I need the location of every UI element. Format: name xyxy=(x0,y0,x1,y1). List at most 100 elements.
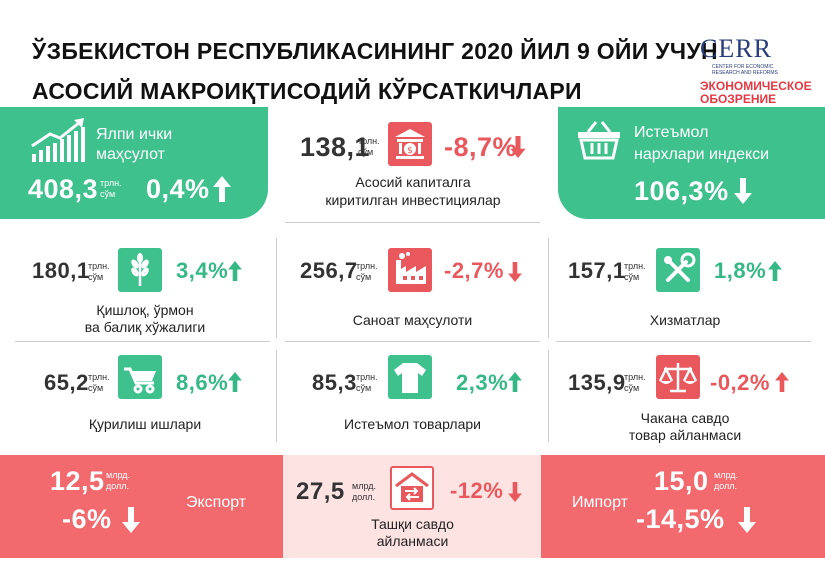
wheelbarrow-icon xyxy=(118,355,162,399)
trade-label2: айланмаси xyxy=(376,533,449,549)
investment-change: -8,7% xyxy=(444,132,518,162)
trade-value: 27,5 xyxy=(296,478,345,505)
logo-name: CERR xyxy=(700,34,772,63)
agriculture-label2: ва балиқ хўжалиги xyxy=(84,319,206,335)
construction-unit1: трлн. xyxy=(88,372,110,382)
cpi-label1: Истеъмол xyxy=(634,124,709,141)
industry-unit1: трлн. xyxy=(356,261,378,271)
import-label: Импорт xyxy=(572,494,628,511)
retail-unit2: сўм xyxy=(624,383,640,393)
gdp-unit1: трлн. xyxy=(100,178,122,188)
divider xyxy=(556,341,811,342)
investment-label2: киритилган инвестициялар xyxy=(325,192,501,208)
retail-label2: товар айланмаси xyxy=(628,427,742,443)
divider xyxy=(276,350,277,442)
trade-unit2: долл. xyxy=(352,492,376,502)
arrow-up-icon xyxy=(768,261,782,281)
export-change: -6% xyxy=(62,504,112,534)
import-unit2: долл. xyxy=(714,481,738,491)
export-label: Экспорт xyxy=(186,494,247,511)
import-unit1: млрд. xyxy=(714,470,738,480)
bank-icon: $ xyxy=(388,122,432,166)
trade-unit1: млрд. xyxy=(352,481,376,491)
logo-eo1: ЭКОНОМИЧЕСКОЕ xyxy=(700,79,812,93)
agriculture-change: 3,4% xyxy=(176,258,229,283)
consumer-goods-value: 85,3 xyxy=(312,370,357,395)
arrow-up-icon xyxy=(228,261,242,281)
svg-text:$: $ xyxy=(407,146,413,156)
gdp-label1: Ялпи ички xyxy=(96,126,173,143)
import-value: 15,0 xyxy=(654,466,709,496)
agriculture-unit1: трлн. xyxy=(88,261,110,271)
arrow-down-icon xyxy=(122,507,140,533)
cerr-logo: CERR CENTER FOR ECONOMIC RESEARCH AND RE… xyxy=(700,34,812,106)
divider xyxy=(276,238,277,338)
construction-value: 65,2 xyxy=(44,370,89,395)
trade-change: -12% xyxy=(450,478,504,503)
export-unit1: млрд. xyxy=(106,470,130,480)
industry-unit2: сўм xyxy=(356,272,372,282)
retail-value: 135,9 xyxy=(568,370,626,395)
construction-label1: Қурилиш ишлари xyxy=(88,416,202,432)
basket-icon xyxy=(578,121,620,160)
services-unit1: трлн. xyxy=(624,261,646,271)
arrow-down-icon xyxy=(738,507,756,533)
investment-unit1: трлн. xyxy=(358,136,380,146)
agriculture-value: 180,1 xyxy=(32,258,90,283)
agriculture-unit2: сўм xyxy=(88,272,104,282)
cpi-label2: нархлари индекси xyxy=(634,146,770,163)
scales-icon xyxy=(656,355,700,399)
growth-chart-icon xyxy=(31,118,85,162)
logo-sub2: RESEARCH AND REFORMS xyxy=(712,70,778,76)
retail-label1: Чакана савдо xyxy=(640,410,730,426)
gdp-value: 408,3 xyxy=(28,174,99,204)
agriculture-label1: Қишлоқ, ўрмон xyxy=(96,302,194,318)
industry-value: 256,7 xyxy=(300,258,358,283)
divider xyxy=(548,238,549,338)
consumer-goods-unit2: сўм xyxy=(356,383,372,393)
export-value: 12,5 xyxy=(50,466,105,496)
construction-unit2: сўм xyxy=(88,383,104,393)
investment-unit2: сўм xyxy=(358,147,374,157)
industry-change: -2,7% xyxy=(444,258,504,283)
tools-icon xyxy=(656,248,700,292)
cpi-value: 106,3% xyxy=(634,176,729,206)
consumer-goods-unit1: трлн. xyxy=(356,372,378,382)
cpi-panel xyxy=(558,107,825,219)
services-label1: Хизматлар xyxy=(649,312,721,328)
arrow-down-icon xyxy=(734,178,752,204)
consumer-goods-label1: Истеъмол товарлари xyxy=(344,416,481,432)
import-change: -14,5% xyxy=(636,504,725,534)
arrow-down-icon xyxy=(510,136,526,158)
logo-sub1: CENTER FOR ECONOMIC xyxy=(712,64,774,70)
construction-change: 8,6% xyxy=(176,370,229,395)
wheat-icon xyxy=(118,248,162,292)
factory-icon xyxy=(388,248,432,292)
retail-change: -0,2% xyxy=(710,370,770,395)
retail-unit1: трлн. xyxy=(624,372,646,382)
divider xyxy=(285,222,540,223)
industry-label1: Саноат маҳсулоти xyxy=(352,312,473,328)
logo-eo2: ОБОЗРЕНИЕ xyxy=(700,92,777,106)
arrow-down-icon xyxy=(508,482,522,502)
gdp-change: 0,4% xyxy=(146,174,210,204)
services-value: 157,1 xyxy=(568,258,626,283)
export-unit2: долл. xyxy=(106,481,130,491)
investment-value: 138,1 xyxy=(300,132,371,162)
services-unit2: сўм xyxy=(624,272,640,282)
tshirt-icon xyxy=(388,355,432,399)
page-title-line1: ЎЗБЕКИСТОН РЕСПУБЛИКАСИНИНГ 2020 ЙИЛ 9 О… xyxy=(32,38,718,64)
divider xyxy=(548,350,549,442)
investment-label1: Асосий капиталга xyxy=(355,174,471,190)
arrow-down-icon xyxy=(508,262,522,282)
arrow-up-icon xyxy=(228,372,242,392)
exchange-icon xyxy=(390,466,434,510)
arrow-up-icon xyxy=(213,176,231,202)
divider xyxy=(15,341,270,342)
gdp-label2: маҳсулот xyxy=(96,146,165,163)
arrow-up-icon xyxy=(508,372,522,392)
page-title-line2: АСОСИЙ МАКРОИҚТИСОДИЙ КЎРСАТКИЧЛАРИ xyxy=(32,78,582,104)
divider xyxy=(285,341,540,342)
consumer-goods-change: 2,3% xyxy=(456,370,509,395)
services-change: 1,8% xyxy=(714,258,767,283)
